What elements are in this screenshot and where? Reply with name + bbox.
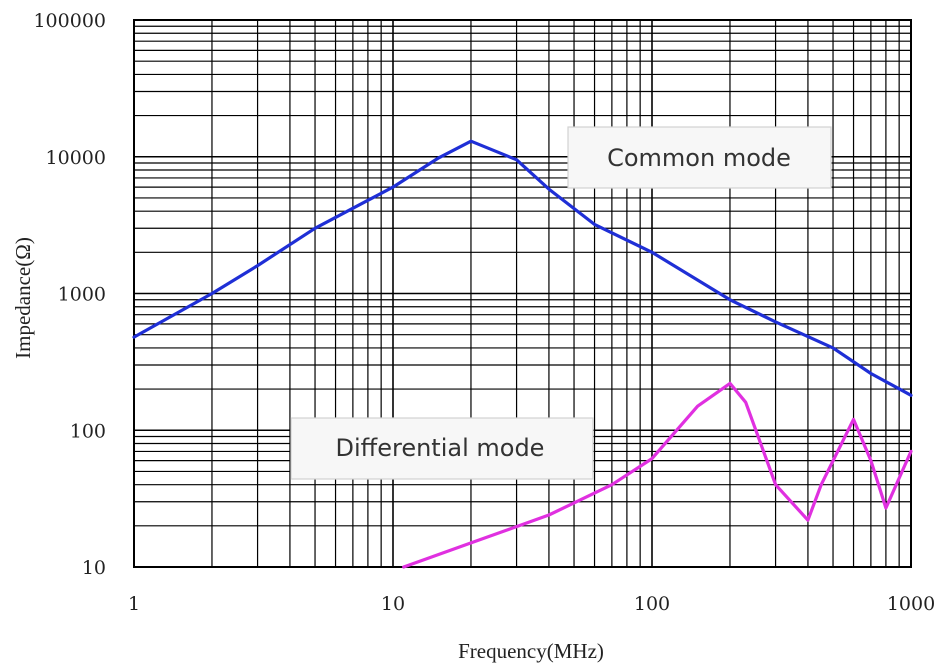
series-line-common-mode: [132, 139, 913, 397]
legend-common-mode-box: [567, 126, 832, 189]
y-tick-label: 10000: [46, 147, 106, 169]
y-tick-label: 10: [82, 557, 106, 579]
series-line-differential-mode: [402, 381, 913, 569]
y-tick-label: 100: [70, 420, 106, 442]
legend-common-mode: Common mode: [567, 126, 832, 189]
x-tick-label: 10: [381, 593, 405, 615]
x-axis-title: Frequency(MHz): [458, 639, 604, 663]
y-tick-label: 1000: [58, 284, 106, 306]
y-tick-label: 100000: [33, 10, 106, 32]
x-tick-label: 1000: [887, 593, 935, 615]
legend-differential-mode-box: [290, 417, 594, 480]
legend-differential-mode-label: Differential mode: [336, 434, 545, 462]
legend-differential-mode: Differential mode: [290, 417, 594, 480]
x-tick-label: 1: [128, 593, 140, 615]
x-tick-label: 100: [634, 593, 670, 615]
y-axis-title: Impedance(Ω): [11, 237, 35, 359]
series-lines: [132, 139, 913, 569]
legend-common-mode-label: Common mode: [607, 144, 791, 172]
tick-labels: 1 10 100 1000 10 100 1000 10000 100000: [33, 10, 935, 615]
plot-border: [133, 19, 912, 568]
